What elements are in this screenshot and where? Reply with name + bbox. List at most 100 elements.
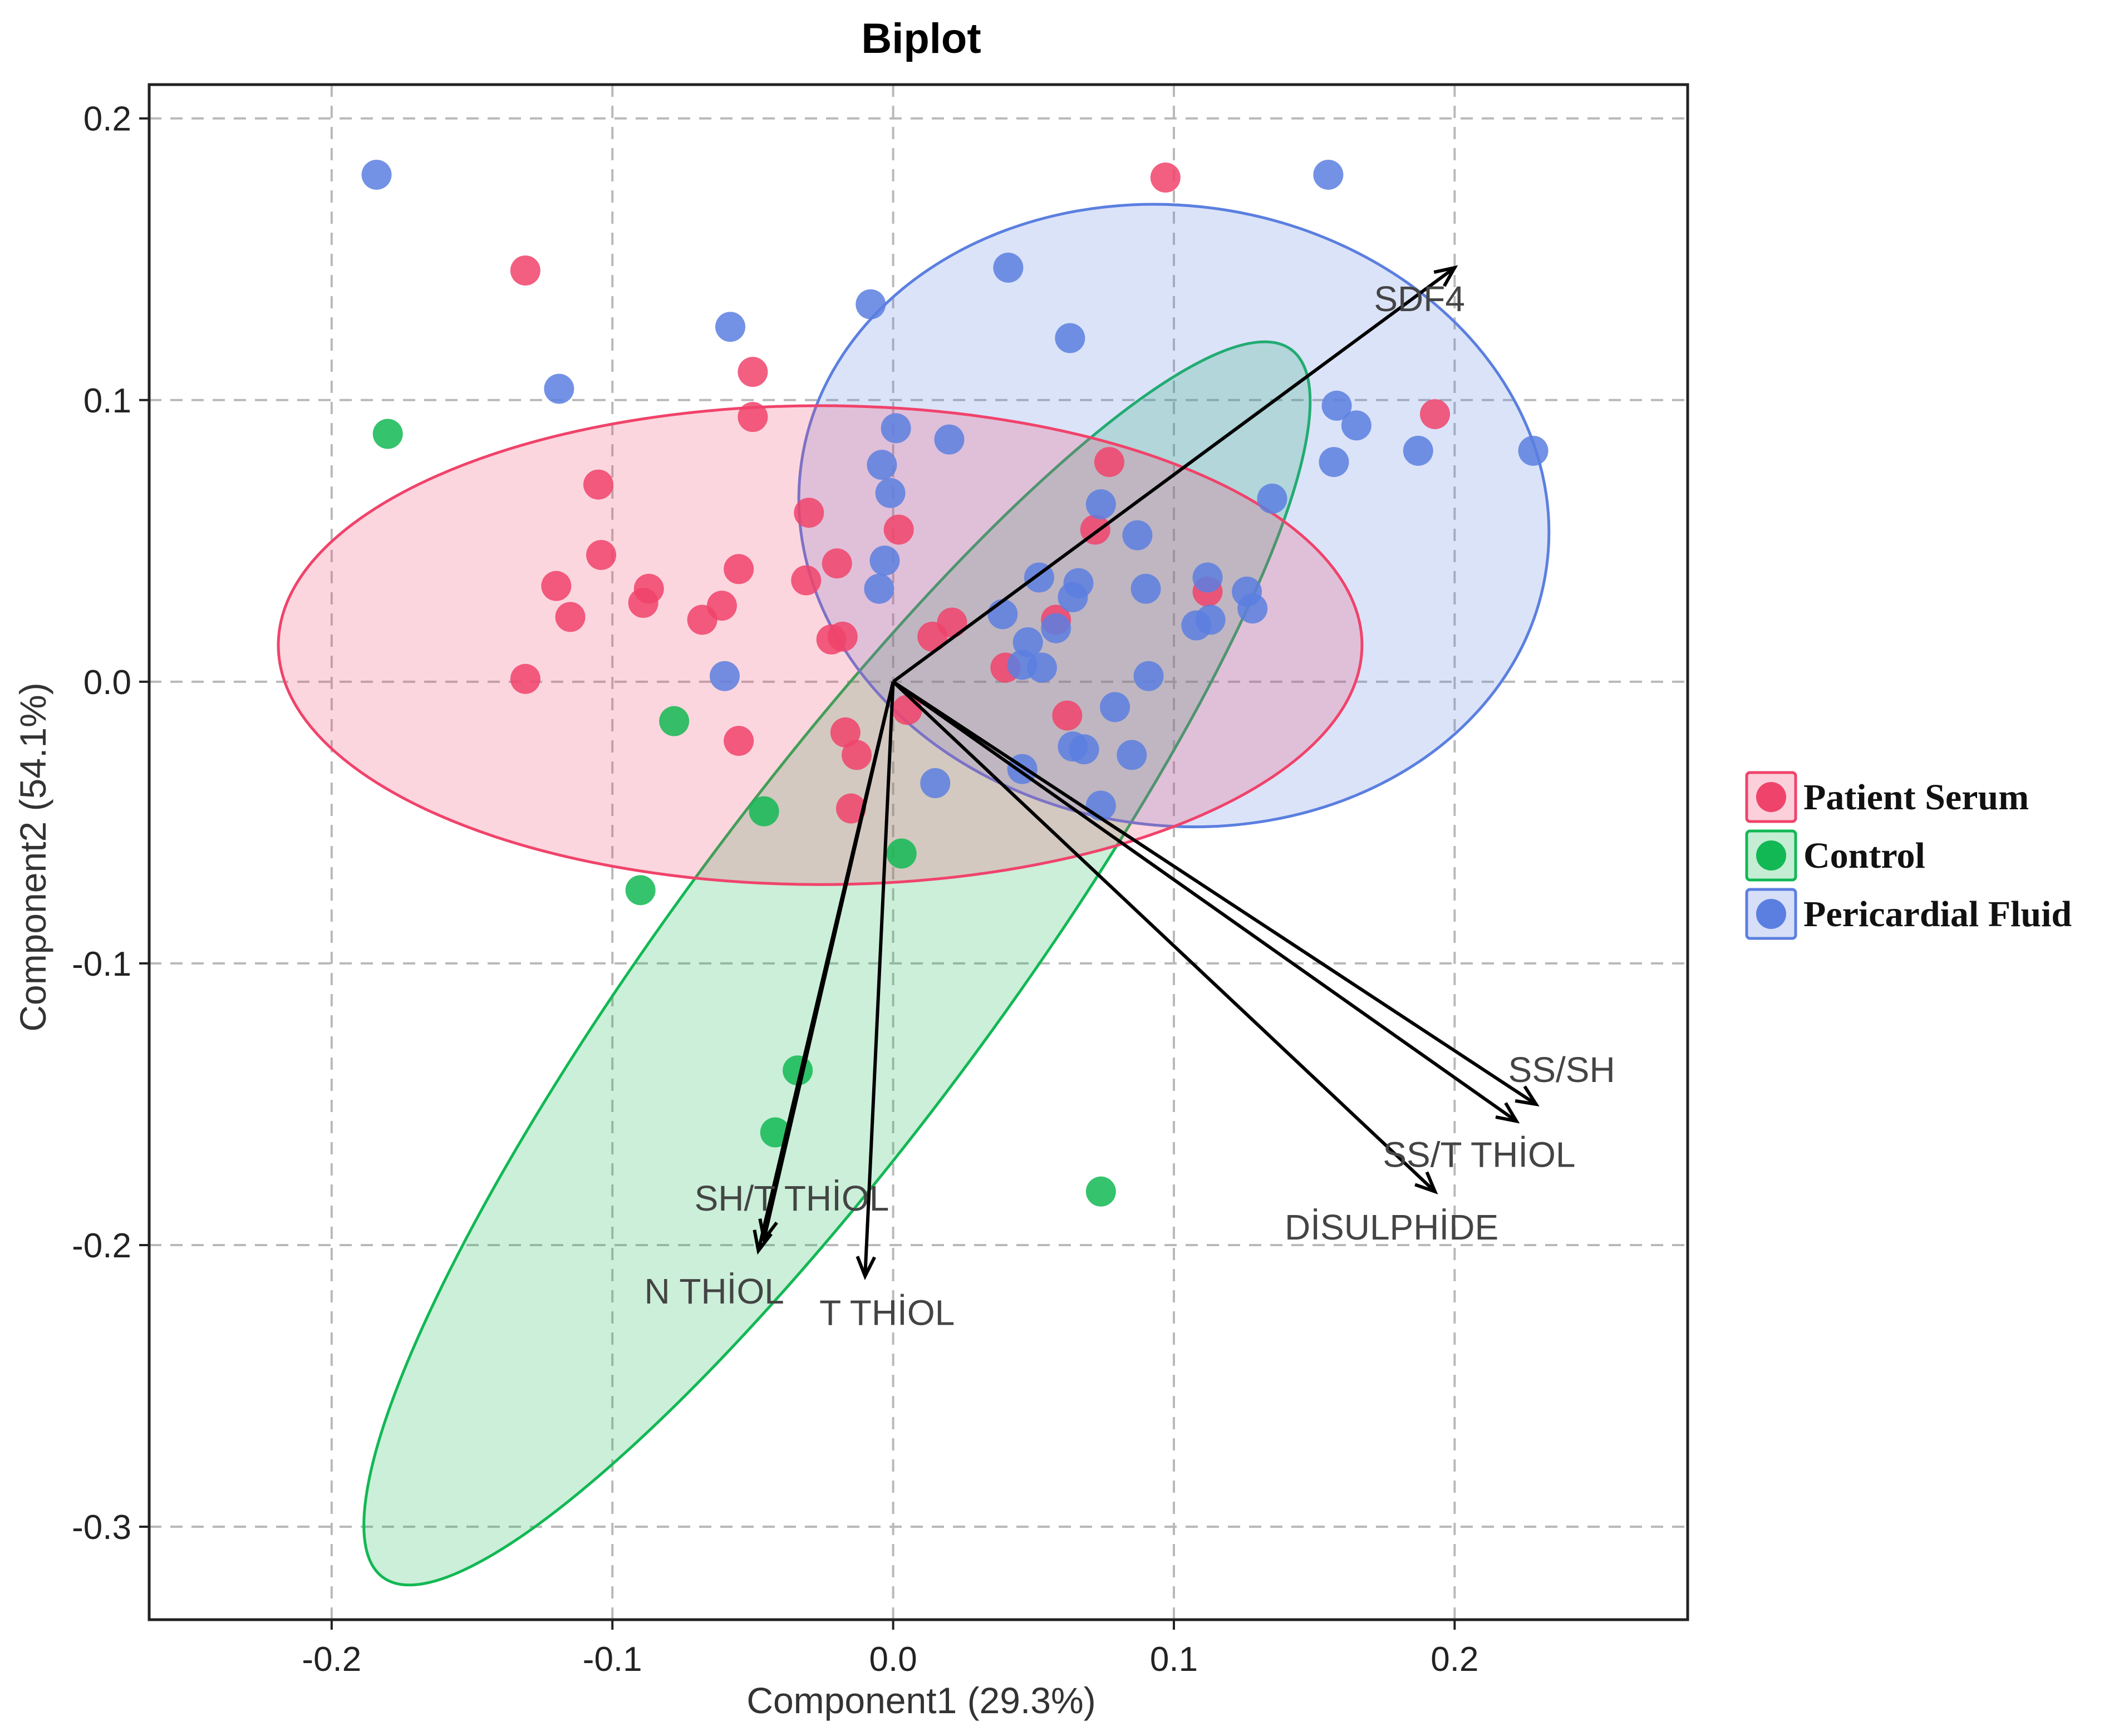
x-tick-label-2: 0.0: [869, 1640, 917, 1679]
y-tick-label-1: 0.1: [83, 382, 131, 420]
loading-arrowhead-sdf4: [1433, 265, 1458, 287]
loading-label-ss-sh: SS/SH: [1508, 1050, 1615, 1090]
loading-arrow-ss-t-thi-ol: [892, 680, 1518, 1123]
loading-label-sh-t-thi-ol: SH/T THİOL: [695, 1178, 889, 1218]
point-pericardial-fluid-43: [920, 768, 951, 799]
point-pericardial-fluid-16: [1085, 489, 1116, 520]
point-pericardial-fluid-36: [709, 661, 740, 691]
loading-arrow-ss-sh: [892, 680, 1537, 1106]
point-patient-serum-1: [1150, 162, 1181, 193]
legend-marker-patient-serum: [1756, 782, 1786, 812]
point-patient-serum-0: [510, 255, 540, 286]
point-pericardial-fluid-27: [1237, 593, 1268, 624]
legend-marker-control: [1756, 840, 1786, 871]
point-pericardial-fluid-20: [864, 573, 894, 604]
loading-label-sdf4: SDF4: [1374, 279, 1465, 319]
legend: Patient Serum Control Pericardial Fluid: [1745, 771, 2072, 940]
y-tick-label-5: -0.3: [72, 1508, 131, 1547]
point-pericardial-fluid-35: [1133, 661, 1164, 691]
point-pericardial-fluid-1: [1313, 159, 1344, 190]
point-pericardial-fluid-10: [1518, 435, 1548, 466]
loading-arrowhead-di-sulphi-de: [1414, 1171, 1438, 1194]
point-control-4: [886, 838, 917, 869]
point-patient-serum-17: [816, 624, 847, 655]
point-patient-serum-2: [738, 357, 768, 387]
point-pericardial-fluid-15: [875, 478, 906, 508]
point-patient-serum-18: [883, 514, 914, 545]
loading-arrow-di-sulphi-de: [892, 680, 1437, 1193]
y-tick-label-2: 0.0: [83, 663, 131, 702]
point-patient-serum-31: [835, 793, 866, 824]
point-pericardial-fluid-11: [1319, 447, 1349, 478]
point-pericardial-fluid-9: [1403, 435, 1433, 466]
point-patient-serum-4: [583, 469, 614, 500]
ellipse-pericardial-fluid: [797, 203, 1551, 828]
point-pericardial-fluid-37: [1100, 692, 1130, 722]
point-patient-serum-12: [724, 554, 754, 584]
point-pericardial-fluid-30: [987, 599, 1018, 630]
y-tick-label-0: 0.2: [83, 100, 131, 139]
point-control-1: [659, 706, 690, 736]
y-tick-label-3: -0.1: [72, 945, 131, 983]
point-pericardial-fluid-25: [1192, 562, 1223, 593]
loading-arrowhead-t-thi-ol: [856, 1256, 876, 1280]
point-pericardial-fluid-42: [1085, 790, 1116, 821]
point-patient-serum-20: [937, 607, 967, 638]
point-patient-serum-7: [555, 602, 586, 632]
loading-arrow-t-thi-ol: [863, 681, 895, 1276]
x-tick-label-4: 0.2: [1430, 1640, 1478, 1679]
loading-arrowhead-sh-t-thi-ol: [758, 1218, 778, 1243]
point-pericardial-fluid-18: [1122, 520, 1153, 550]
x-tick-label-1: -0.1: [583, 1640, 642, 1679]
point-pericardial-fluid-40: [1117, 740, 1147, 770]
point-control-6: [760, 1117, 790, 1148]
point-patient-serum-9: [628, 588, 658, 618]
loading-arrowhead-n-thi-ol: [753, 1230, 773, 1255]
y-axis-label: Component2 (54.1%): [12, 682, 53, 1031]
point-patient-serum-23: [1094, 447, 1124, 478]
point-control-3: [625, 875, 656, 906]
point-pericardial-fluid-39: [1069, 734, 1099, 765]
y-tick-label-4: -0.2: [72, 1227, 131, 1265]
loading-arrowhead-ss-t-thi-ol: [1495, 1102, 1520, 1124]
point-patient-serum-13: [794, 498, 824, 528]
point-patient-serum-27: [510, 663, 540, 694]
point-pericardial-fluid-5: [1055, 323, 1085, 353]
point-patient-serum-11: [687, 604, 717, 635]
loading-arrow-sdf4: [892, 266, 1456, 683]
point-pericardial-fluid-31: [1012, 627, 1043, 657]
loading-arrow-n-thi-ol: [756, 681, 895, 1251]
point-control-7: [1085, 1176, 1116, 1207]
plot-frame: [148, 83, 1689, 1621]
point-patient-serum-15: [791, 565, 822, 596]
point-patient-serum-30: [842, 740, 872, 770]
point-pericardial-fluid-24: [1130, 573, 1161, 604]
point-pericardial-fluid-0: [361, 159, 392, 190]
point-pericardial-fluid-14: [867, 450, 897, 480]
loading-arrows: SDF4 SS/SH SS/T THİOL DİSULPHİDE SH/T THİOL N…: [645, 265, 1615, 1333]
point-patient-serum-26: [1420, 399, 1451, 430]
point-pericardial-fluid-17: [1257, 483, 1287, 514]
point-patient-serum-29: [830, 717, 861, 747]
loading-arrowhead-ss-sh: [1515, 1085, 1540, 1106]
legend-label-patient-serum: Patient Serum: [1803, 777, 2029, 818]
point-patient-serum-3: [738, 402, 768, 432]
point-control-0: [372, 419, 403, 449]
point-patient-serum-14: [822, 548, 852, 579]
point-pericardial-fluid-6: [544, 373, 574, 404]
ellipse-control: [362, 340, 1312, 1587]
point-pericardial-fluid-3: [856, 289, 886, 319]
legend-label-control: Control: [1803, 835, 1925, 876]
point-patient-serum-5: [586, 540, 617, 571]
loading-label-n-thi-ol: N THİOL: [645, 1271, 784, 1311]
point-pericardial-fluid-2: [993, 252, 1024, 283]
chart-title: Biplot: [861, 15, 981, 62]
point-pericardial-fluid-29: [1181, 610, 1212, 641]
x-tick-label-0: -0.2: [302, 1640, 361, 1679]
point-pericardial-fluid-13: [934, 424, 965, 455]
point-pericardial-fluid-19: [869, 545, 900, 576]
point-control-2: [749, 796, 779, 827]
loading-label-t-thi-ol: T THİOL: [819, 1293, 955, 1333]
